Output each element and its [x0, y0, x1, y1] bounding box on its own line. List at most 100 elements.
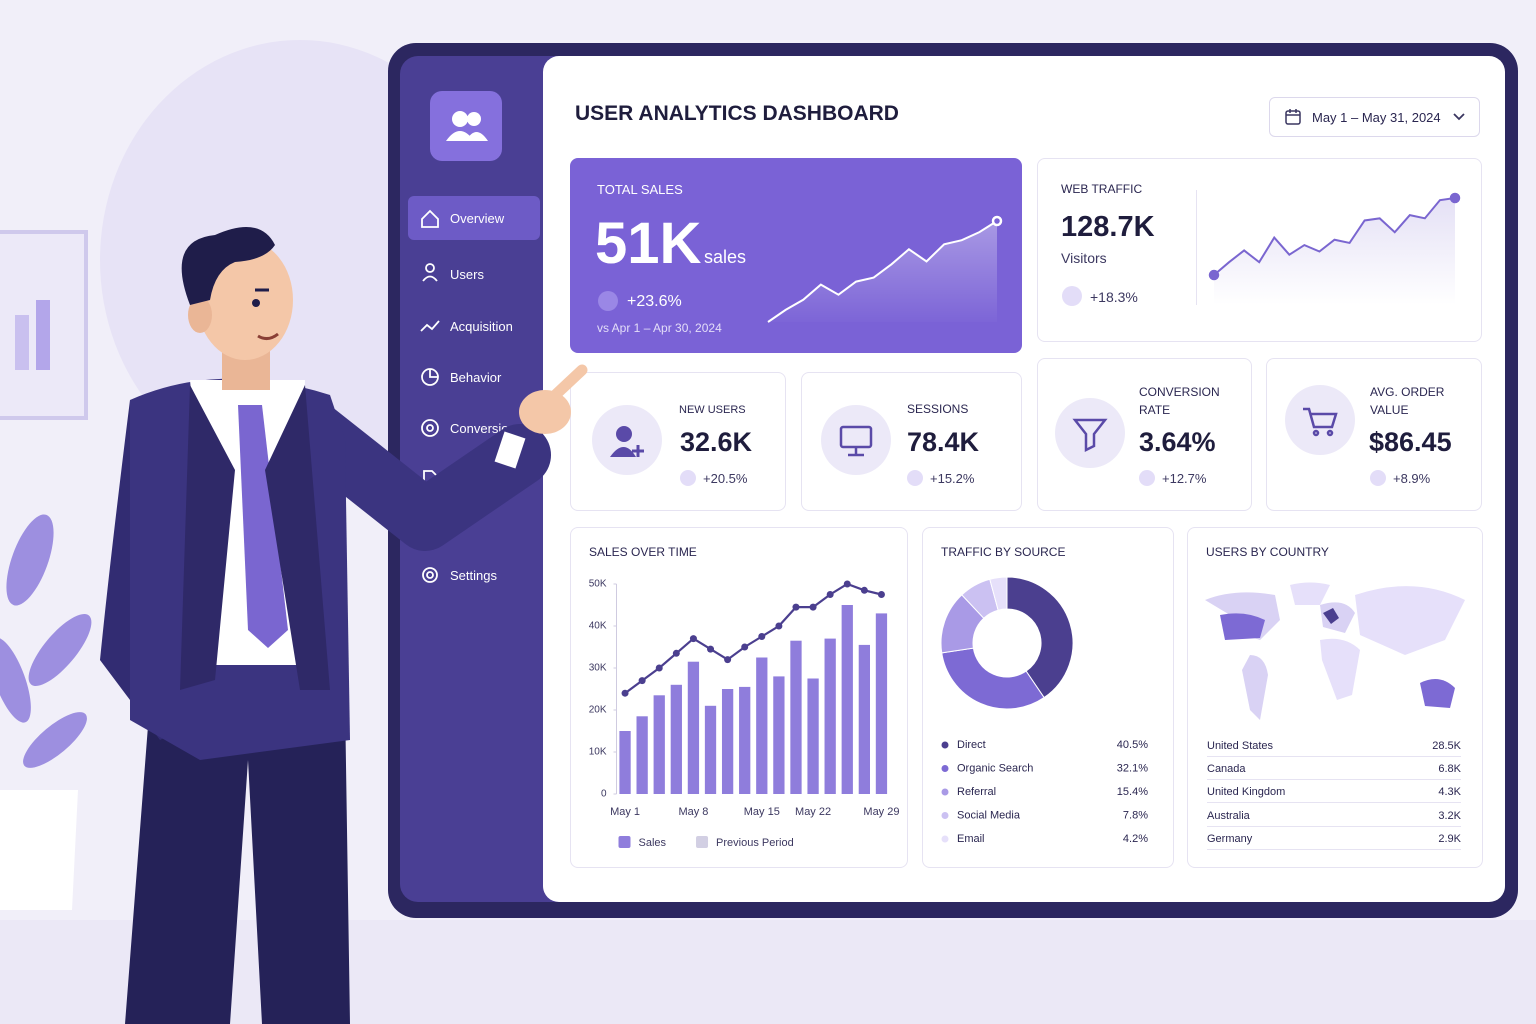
nav-item[interactable]: Behavior — [450, 370, 502, 385]
x-tick-label: May 15 — [744, 806, 780, 818]
bar — [636, 716, 648, 794]
legend-label: Direct — [957, 739, 986, 751]
country-name: Germany — [1207, 832, 1253, 845]
kpi-label: WEB TRAFFIC — [1061, 182, 1143, 196]
legend-label: Previous Period — [716, 837, 794, 849]
y-tick-label: 20K — [589, 705, 607, 716]
bar — [721, 689, 734, 794]
divider — [1196, 190, 1197, 305]
line-point — [672, 649, 680, 657]
kpi-label: AVG. ORDER VALUE — [1370, 385, 1445, 417]
bar — [875, 613, 888, 794]
line-point — [758, 633, 766, 640]
bar — [773, 676, 785, 794]
calendar-icon — [1285, 109, 1301, 125]
kpi-icon — [1055, 398, 1125, 468]
line-point — [655, 664, 663, 672]
nav-item[interactable]: Users — [450, 267, 484, 282]
legend-dot — [941, 812, 949, 819]
kpi-label: TOTAL SALES — [597, 182, 683, 197]
legend-swatch — [618, 836, 631, 848]
kpi-change: +23.6% — [627, 293, 682, 310]
date-picker[interactable]: May 1 – May 31, 2024 — [1269, 97, 1480, 137]
country-name: United States — [1207, 740, 1274, 752]
chart-title: TRAFFIC BY SOURCE — [941, 545, 1066, 559]
kpi-label: NEW USERS — [679, 404, 746, 416]
donut-slice — [1006, 576, 1074, 699]
row-divider — [1207, 779, 1461, 781]
kpi-icon — [592, 405, 662, 475]
page-title: USER ANALYTICS DASHBOARD — [575, 102, 899, 125]
country-value: 2.9K — [1438, 832, 1461, 845]
bar — [687, 661, 700, 794]
kpi-value: 78.4K — [907, 427, 980, 457]
y-tick-label: 40K — [589, 621, 607, 632]
x-tick-label: May 22 — [795, 806, 831, 818]
y-tick-label: 10K — [589, 747, 607, 758]
country-value: 3.2K — [1438, 809, 1461, 822]
x-tick-label: May 1 — [610, 806, 640, 818]
line-point — [741, 643, 749, 651]
value-label: 32.1% — [1117, 762, 1148, 774]
legend-label: Referral — [957, 786, 996, 798]
kpi-value: 51K — [595, 211, 702, 276]
kpi-unit: Visitors — [1061, 250, 1107, 266]
kpi-change: +15.2% — [930, 471, 975, 486]
nav-item[interactable]: Overview — [450, 211, 505, 226]
line — [624, 582, 882, 695]
up-badge — [907, 470, 923, 486]
y-tick-label: 0 — [601, 789, 607, 800]
line-point — [877, 591, 885, 598]
logo — [430, 91, 502, 161]
line-point — [621, 689, 629, 697]
kpi-icon — [1285, 385, 1355, 455]
row-divider — [1207, 825, 1461, 827]
kpi-change: +8.9% — [1393, 471, 1431, 486]
y-tick-label: 50K — [589, 579, 607, 590]
legend-label: Social Media — [957, 809, 1021, 821]
line-point — [707, 645, 715, 653]
kpi-value: 128.7K — [1061, 211, 1155, 243]
kpi-comparison: vs Apr 1 – Apr 30, 2024 — [597, 321, 722, 335]
up-badge — [598, 291, 618, 311]
nav-active — [408, 196, 540, 240]
sparkline — [767, 220, 998, 323]
country-name: Canada — [1207, 763, 1246, 776]
line-point — [689, 635, 697, 643]
up-badge — [1139, 470, 1155, 486]
row-divider — [1207, 802, 1461, 804]
bar — [858, 644, 871, 794]
up-badge — [1062, 286, 1082, 306]
chart-title: USERS BY COUNTRY — [1206, 545, 1329, 559]
bar — [670, 684, 682, 794]
sparkline-point — [991, 215, 1003, 227]
value-label: 40.5% — [1117, 739, 1148, 751]
kpi-change: +18.3% — [1090, 289, 1138, 305]
nav-item[interactable]: Acquisition — [450, 319, 513, 334]
kpi-label: SESSIONS — [907, 402, 969, 416]
bar — [653, 695, 665, 794]
line-point — [860, 586, 868, 594]
country-value: 28.5K — [1432, 740, 1461, 752]
sparkline — [1213, 197, 1456, 276]
value-label: 15.4% — [1117, 786, 1148, 798]
country-value: 4.3K — [1438, 786, 1461, 799]
nav-item[interactable]: Settings — [450, 568, 497, 583]
kpi-change: +12.7% — [1162, 471, 1207, 486]
row-divider — [1207, 848, 1461, 850]
line-point — [826, 591, 834, 598]
kpi-value: 32.6K — [680, 427, 753, 457]
line-point — [724, 656, 732, 664]
sparkline-area — [1214, 198, 1455, 305]
line-point — [809, 603, 817, 611]
logo-icon — [446, 111, 488, 141]
kpi-label: CONVERSION RATE — [1139, 385, 1220, 417]
bar — [619, 731, 631, 794]
up-badge — [1370, 470, 1386, 486]
kpi-unit: sales — [704, 247, 747, 267]
bar — [824, 638, 836, 794]
kpi-value: $86.45 — [1369, 427, 1452, 457]
